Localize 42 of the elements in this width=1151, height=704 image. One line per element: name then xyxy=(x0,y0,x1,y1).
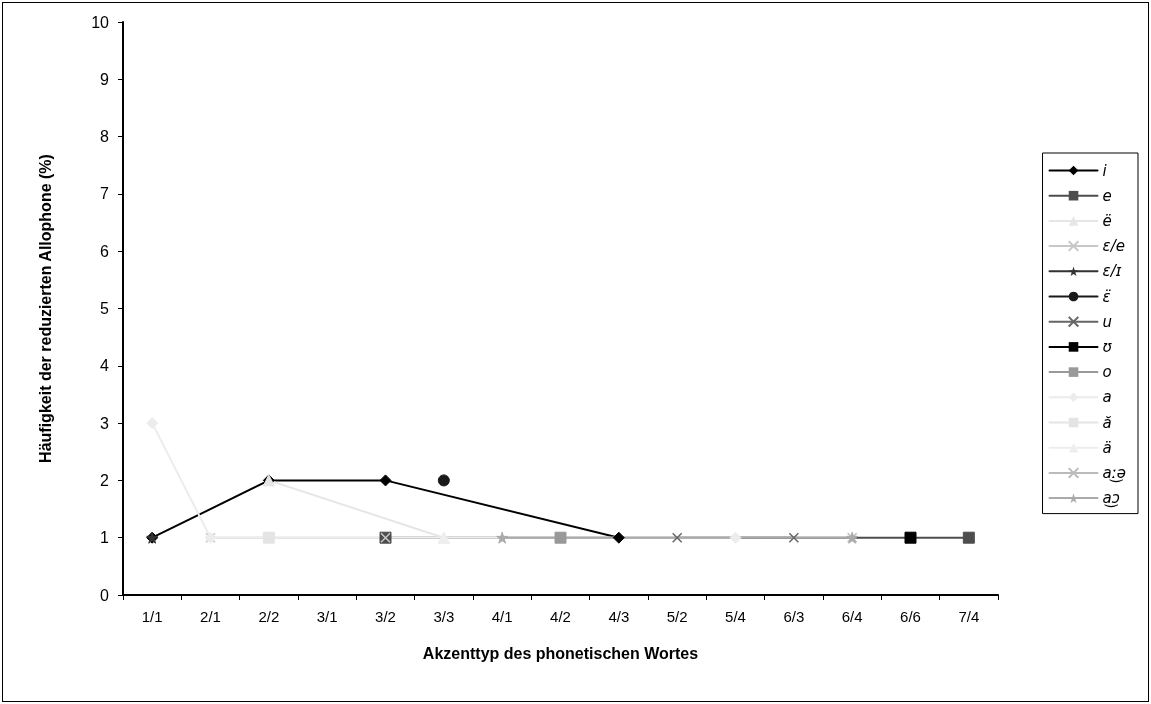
x-tick-label: 3/3 xyxy=(433,608,455,625)
y-tick-label: 1 xyxy=(100,529,110,547)
legend-label: o xyxy=(1102,363,1112,382)
x-tick-label: 3/2 xyxy=(375,608,396,625)
x-tick-label: 6/4 xyxy=(841,608,863,625)
legend-label: ä xyxy=(1102,438,1112,457)
y-axis-title: Häufigkeit der reduzierten Allophone (%) xyxy=(36,154,54,463)
legend-label: ε/ɪ xyxy=(1102,262,1122,281)
legend-label: aː͜ə xyxy=(1102,463,1127,483)
y-tick-label: 9 xyxy=(100,70,110,88)
legend-label: ʊ xyxy=(1102,337,1113,356)
x-tick-label: 1/1 xyxy=(141,608,163,625)
y-tick-label: 4 xyxy=(100,357,110,375)
legend-label: e xyxy=(1102,186,1112,205)
legend-label: a͜ɔ xyxy=(1102,489,1120,509)
x-tick-label: 4/1 xyxy=(491,608,513,625)
legend-label: ɛ̈ xyxy=(1102,287,1112,306)
x-tick-label: 6/6 xyxy=(900,608,921,625)
legend-label: ε/e xyxy=(1102,237,1125,256)
x-tick-label: 7/4 xyxy=(958,608,980,625)
y-tick-label: 7 xyxy=(100,185,110,203)
y-tick-label: 3 xyxy=(100,414,110,432)
y-tick-label: 8 xyxy=(100,128,110,146)
y-tick-label: 10 xyxy=(91,13,110,31)
y-tick-label: 5 xyxy=(100,300,110,317)
x-tick-label: 5/4 xyxy=(725,608,746,625)
x-tick-label: 4/3 xyxy=(608,608,630,625)
x-axis-title: Akzenttyp des phonetischen Wortes xyxy=(422,644,699,662)
x-tick-label: 5/2 xyxy=(666,608,688,625)
y-tick-label: 6 xyxy=(100,242,110,260)
x-tick-label: 3/1 xyxy=(316,608,338,625)
x-tick-label: 6/3 xyxy=(783,608,805,625)
y-tick-label: 0 xyxy=(100,586,110,604)
x-tick-label: 4/2 xyxy=(550,608,571,625)
x-tick-label: 2/2 xyxy=(258,608,280,625)
legend-label: a xyxy=(1102,388,1112,407)
y-tick-label: 2 xyxy=(100,471,110,489)
legend-label: ă xyxy=(1102,413,1112,432)
legend-label: i xyxy=(1102,161,1108,180)
x-tick-label: 2/1 xyxy=(200,608,221,625)
legend-label: u xyxy=(1102,312,1113,331)
legend-label: ë xyxy=(1102,211,1112,230)
